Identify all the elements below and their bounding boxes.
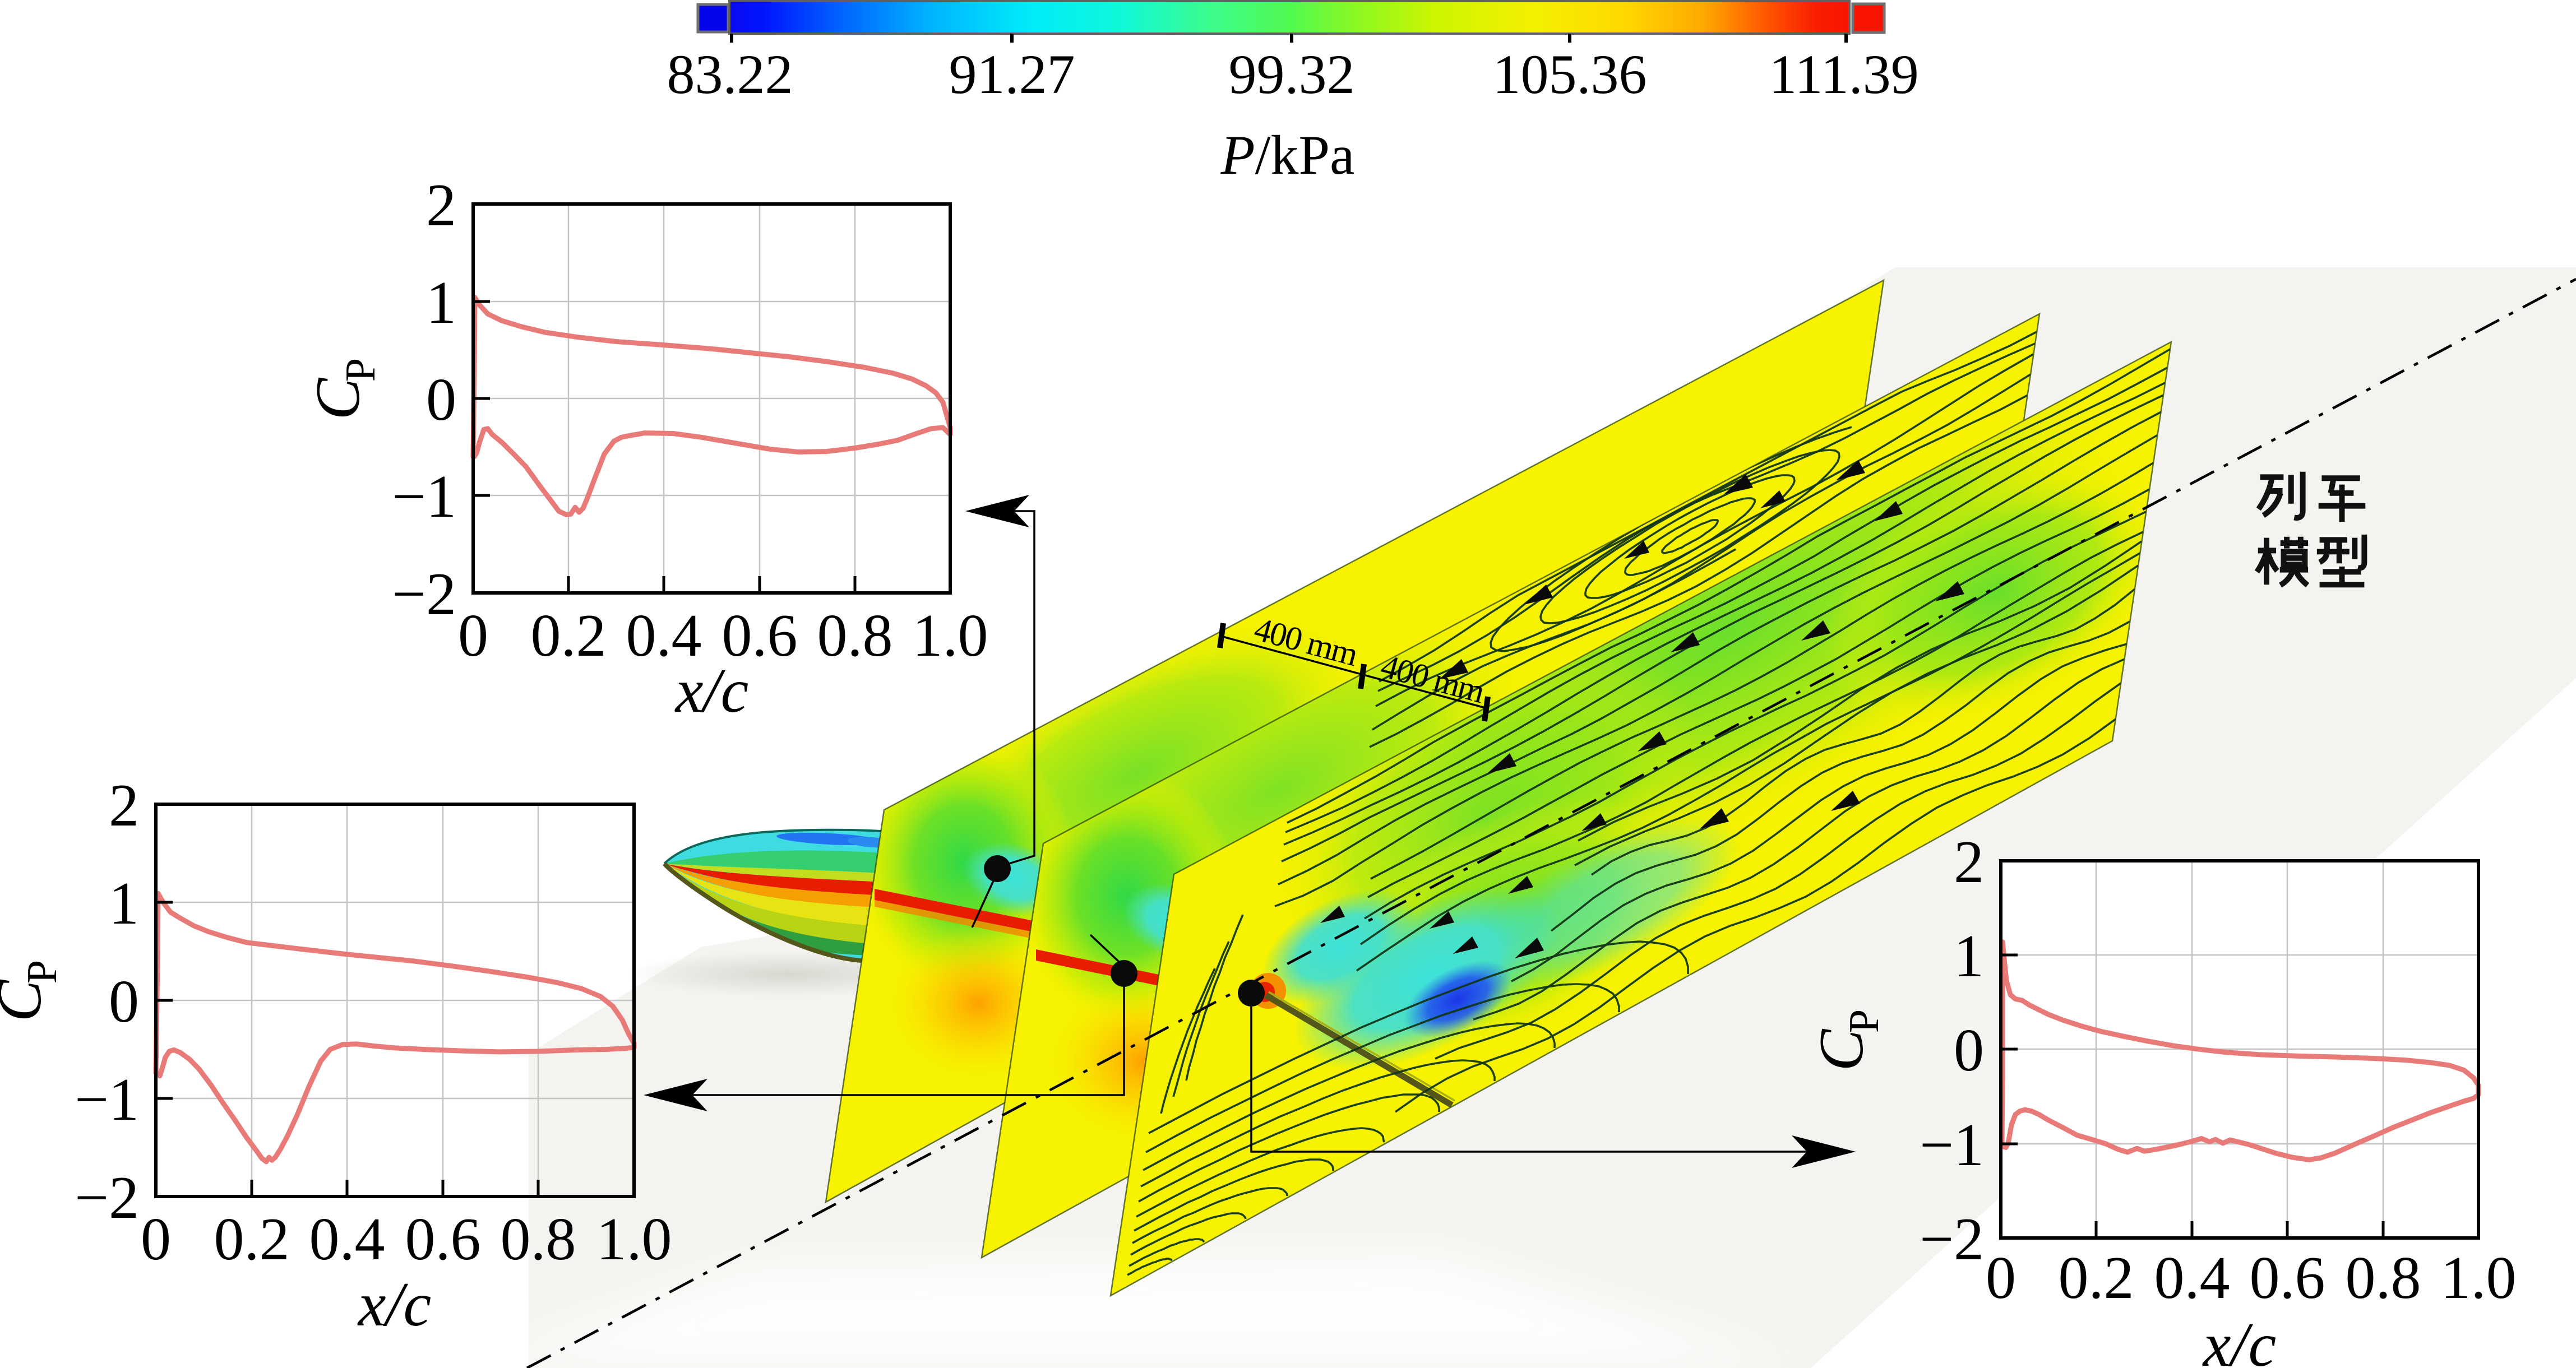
svg-text:0.6: 0.6: [405, 1206, 481, 1273]
svg-text:−2: −2: [1920, 1206, 1984, 1273]
svg-text:P: P: [1840, 1009, 1888, 1033]
svg-text:1.0: 1.0: [913, 602, 988, 669]
svg-text:C: C: [303, 377, 373, 420]
svg-text:C: C: [0, 979, 54, 1022]
svg-text:1: 1: [426, 270, 456, 336]
svg-text:0: 0: [141, 1206, 171, 1273]
svg-text:C: C: [1807, 1028, 1876, 1071]
svg-text:91.27: 91.27: [949, 43, 1075, 105]
svg-text:1: 1: [1954, 923, 1984, 990]
svg-text:1.0: 1.0: [596, 1206, 672, 1273]
svg-text:P: P: [337, 358, 384, 382]
svg-text:0.8: 0.8: [2346, 1245, 2421, 1311]
svg-text:0.6: 0.6: [2250, 1245, 2325, 1311]
svg-text:1.0: 1.0: [2441, 1245, 2517, 1311]
svg-text:111.39: 111.39: [1769, 43, 1919, 105]
svg-text:2: 2: [426, 172, 456, 239]
svg-text:0: 0: [109, 968, 139, 1035]
svg-text:−1: −1: [1920, 1112, 1984, 1179]
svg-text:0.6: 0.6: [722, 602, 798, 669]
svg-text:−1: −1: [75, 1066, 139, 1133]
svg-text:−2: −2: [392, 561, 456, 628]
svg-text:0.8: 0.8: [501, 1206, 576, 1273]
svg-text:P: P: [19, 960, 66, 984]
svg-text:0: 0: [1954, 1017, 1984, 1084]
svg-text:x/c: x/c: [357, 1270, 432, 1339]
svg-text:0.4: 0.4: [626, 602, 702, 669]
svg-text:0: 0: [426, 367, 456, 433]
svg-text:0: 0: [458, 602, 488, 669]
svg-text:0.4: 0.4: [309, 1206, 385, 1273]
svg-text:99.32: 99.32: [1229, 43, 1355, 105]
svg-text:x/c: x/c: [674, 656, 749, 726]
svg-text:105.36: 105.36: [1493, 43, 1647, 105]
svg-text:0.2: 0.2: [214, 1206, 290, 1273]
svg-text:−1: −1: [392, 463, 456, 530]
svg-text:0.2: 0.2: [2059, 1245, 2134, 1311]
svg-text:83.22: 83.22: [667, 43, 793, 105]
svg-text:0.8: 0.8: [817, 602, 893, 669]
svg-text:0.4: 0.4: [2154, 1245, 2230, 1311]
svg-text:2: 2: [1954, 829, 1984, 896]
svg-text:P/kPa: P/kPa: [1220, 124, 1355, 186]
svg-text:2: 2: [109, 772, 139, 839]
svg-text:−2: −2: [75, 1165, 139, 1231]
svg-text:1: 1: [109, 870, 139, 937]
svg-text:0.2: 0.2: [531, 602, 607, 669]
svg-text:x/c: x/c: [2202, 1310, 2277, 1368]
svg-text:0: 0: [1986, 1245, 2016, 1311]
